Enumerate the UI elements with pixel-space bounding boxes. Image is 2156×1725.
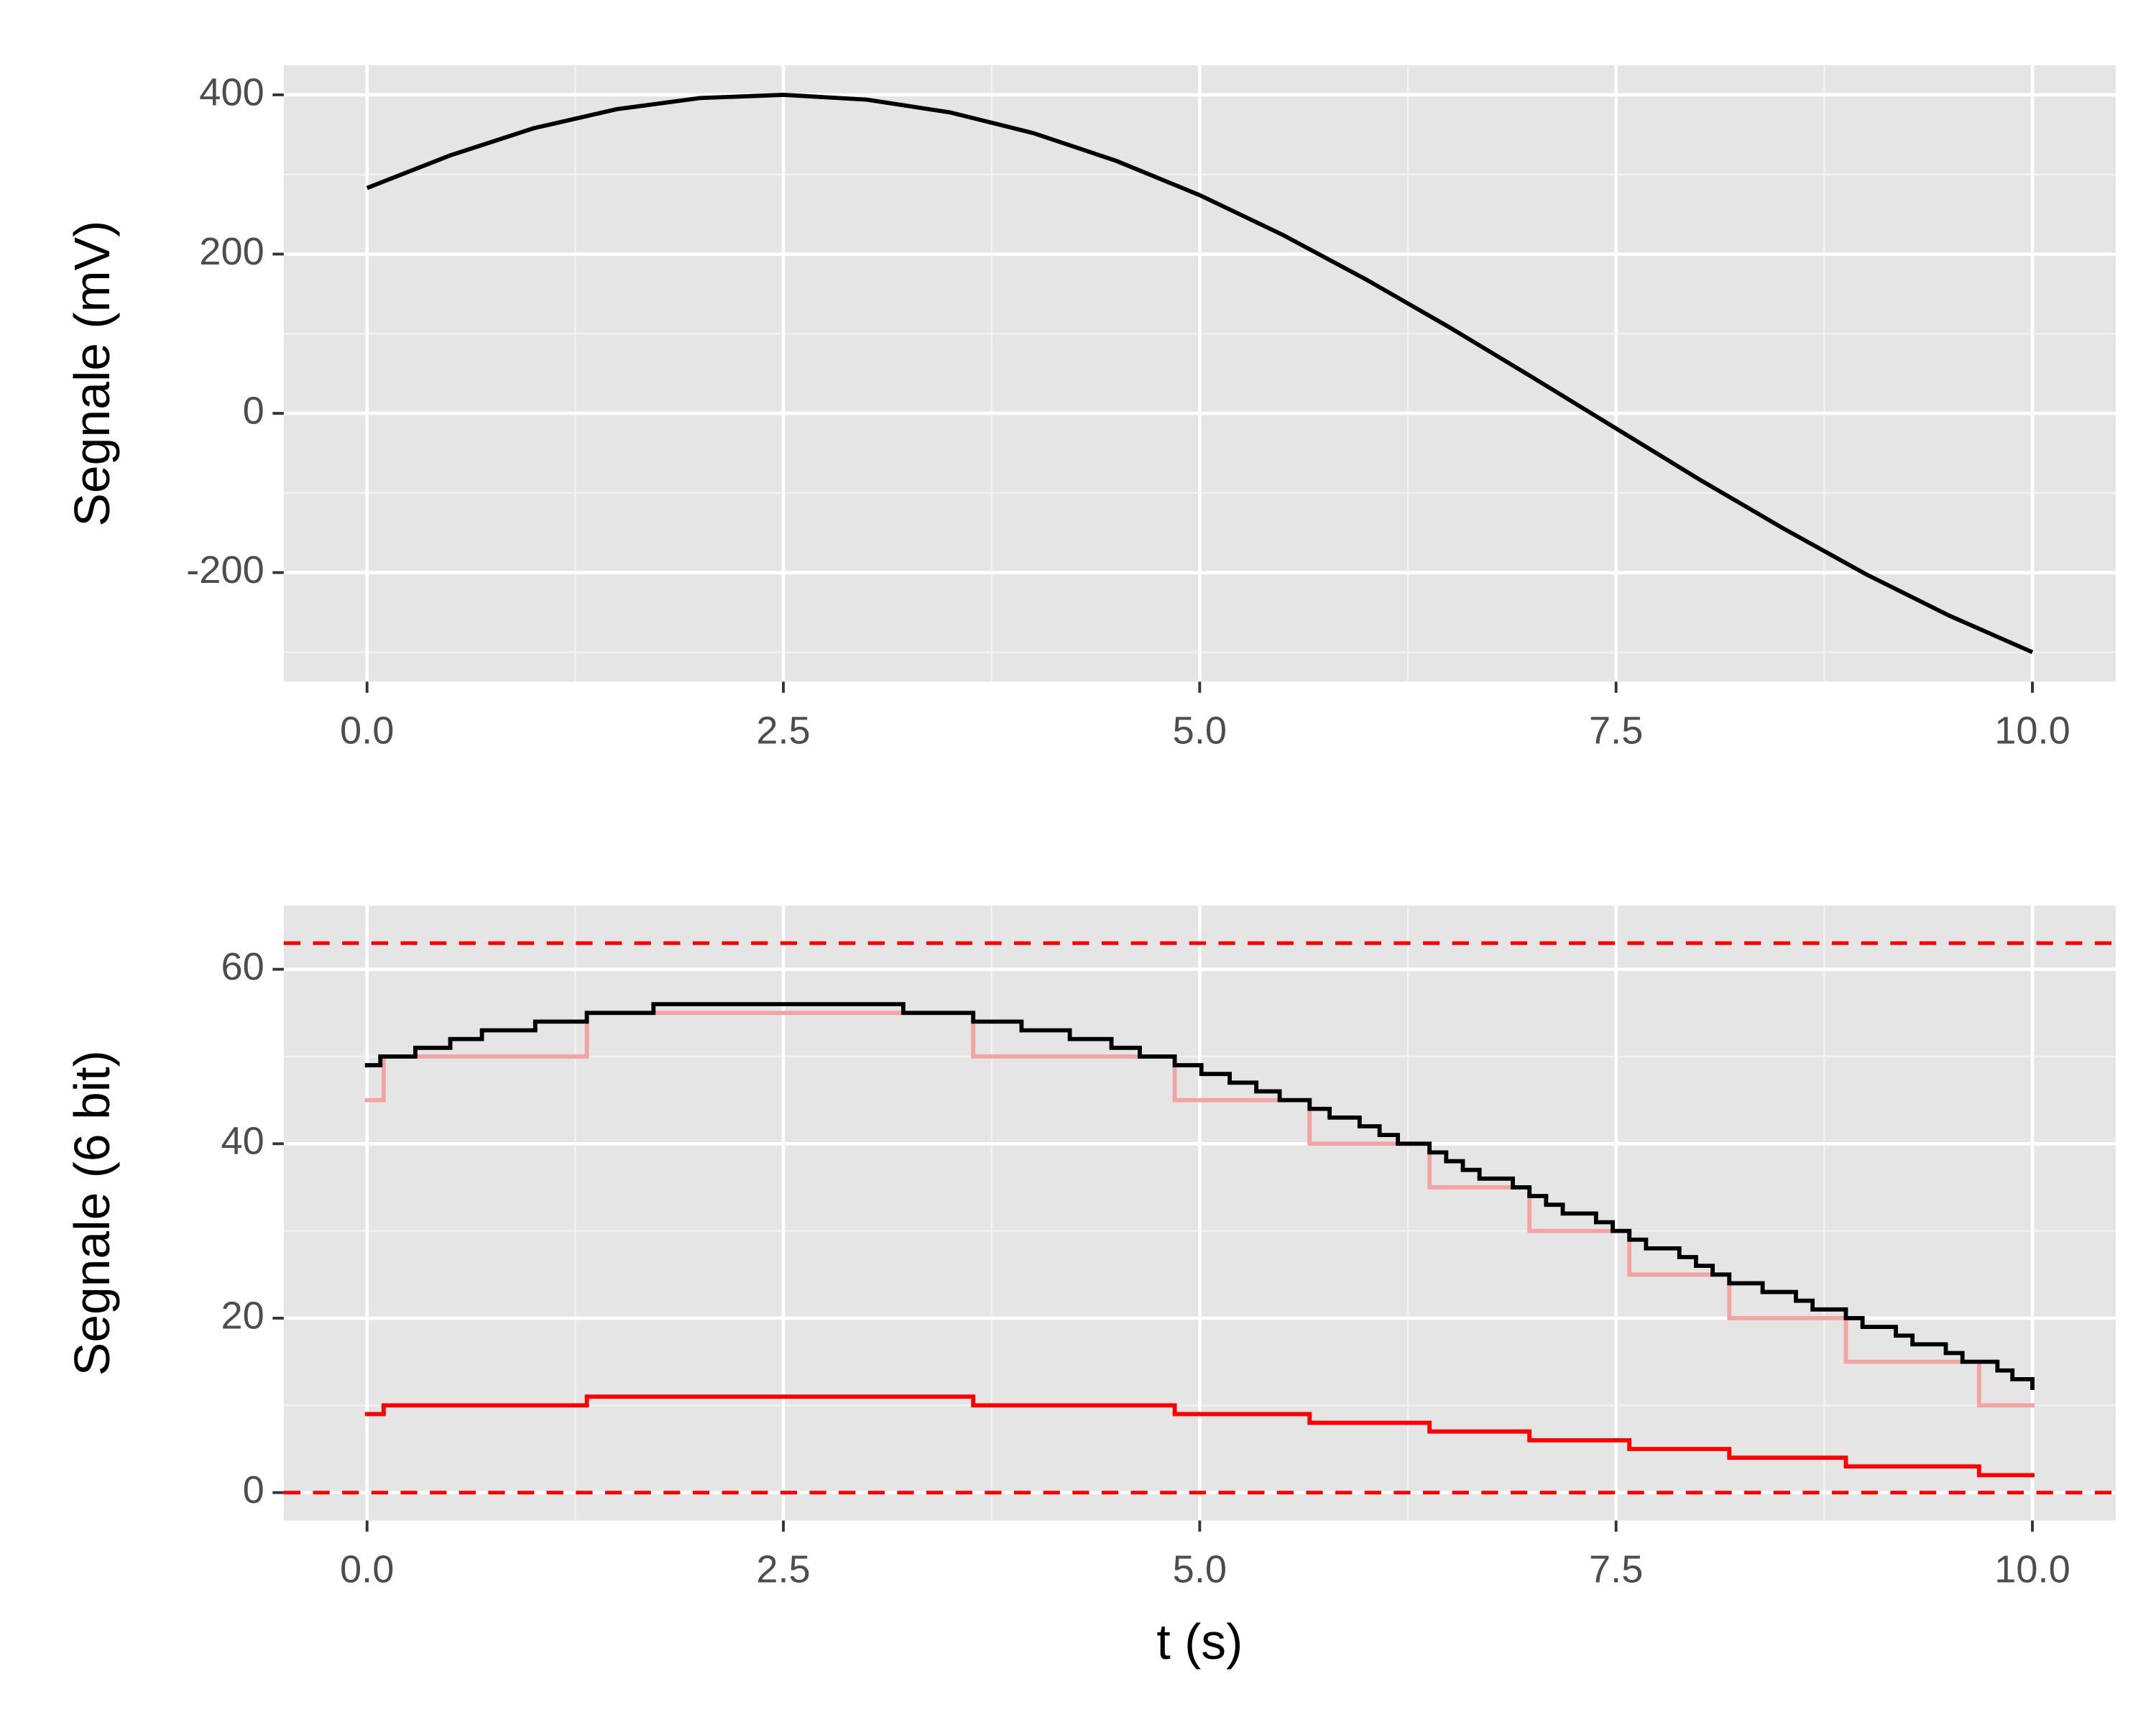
x-tick-label: 5.0 (1173, 709, 1227, 752)
y-tick-label: 0 (243, 1468, 264, 1512)
y-tick-label: -200 (186, 548, 264, 592)
panel: 0 20 40 60 0.0 2.5 5.0 7.5 10.0 Segnale (6 bit) t … (64, 906, 2116, 1670)
y-tick-label: 40 (221, 1120, 264, 1163)
y-axis-title: Segnale (6 bit) (64, 1050, 120, 1376)
panel: -200 0 200 400 0.0 2.5 5.0 7.5 10.0 Segnale (mV) (64, 65, 2116, 752)
y-axis-title: Segnale (mV) (64, 221, 120, 527)
y-tick-label: 400 (199, 70, 264, 114)
x-tick-label: 10.0 (1994, 709, 2070, 752)
x-tick-label: 10.0 (1994, 1547, 2070, 1591)
x-tick-label: 7.5 (1589, 709, 1643, 752)
y-tick-label: 60 (221, 945, 264, 988)
x-tick-label: 2.5 (756, 709, 810, 752)
y-tick-label: 20 (221, 1294, 264, 1337)
signal-line (366, 93, 2034, 655)
x-tick-label: 0.0 (340, 1547, 394, 1591)
y-tick-label: 200 (199, 230, 264, 273)
x-tick-label: 0.0 (340, 709, 394, 752)
x-tick-label: 7.5 (1589, 1547, 1643, 1591)
x-axis-title: t (s) (1156, 1614, 1243, 1670)
x-tick-label: 2.5 (756, 1547, 810, 1591)
x-tick-label: 5.0 (1173, 1547, 1227, 1591)
y-tick-label: 0 (243, 389, 264, 432)
